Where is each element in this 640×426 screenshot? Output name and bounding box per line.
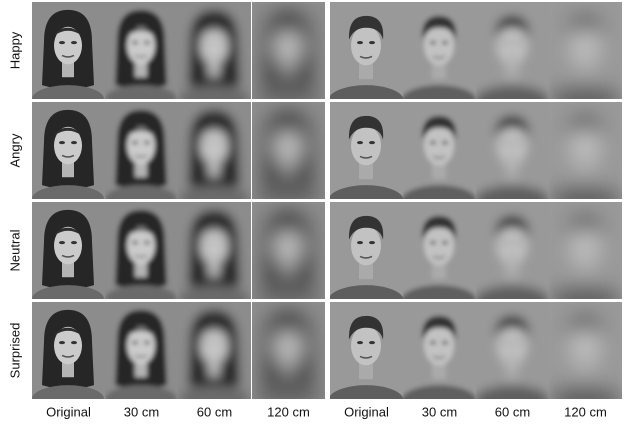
column-label: Original xyxy=(46,404,91,419)
row-label: Neutral xyxy=(7,229,22,271)
column-label: 30 cm xyxy=(422,404,457,419)
column-label: Original xyxy=(344,404,389,419)
column-label: 60 cm xyxy=(197,404,232,419)
row-label: Happy xyxy=(7,31,22,69)
column-label: 30 cm xyxy=(124,404,159,419)
column-label: 120 cm xyxy=(267,404,310,419)
row-label: Angry xyxy=(7,133,22,167)
row-label: Surprised xyxy=(7,323,22,379)
column-label: 120 cm xyxy=(564,404,607,419)
column-label: 60 cm xyxy=(495,404,530,419)
divider xyxy=(326,2,330,400)
